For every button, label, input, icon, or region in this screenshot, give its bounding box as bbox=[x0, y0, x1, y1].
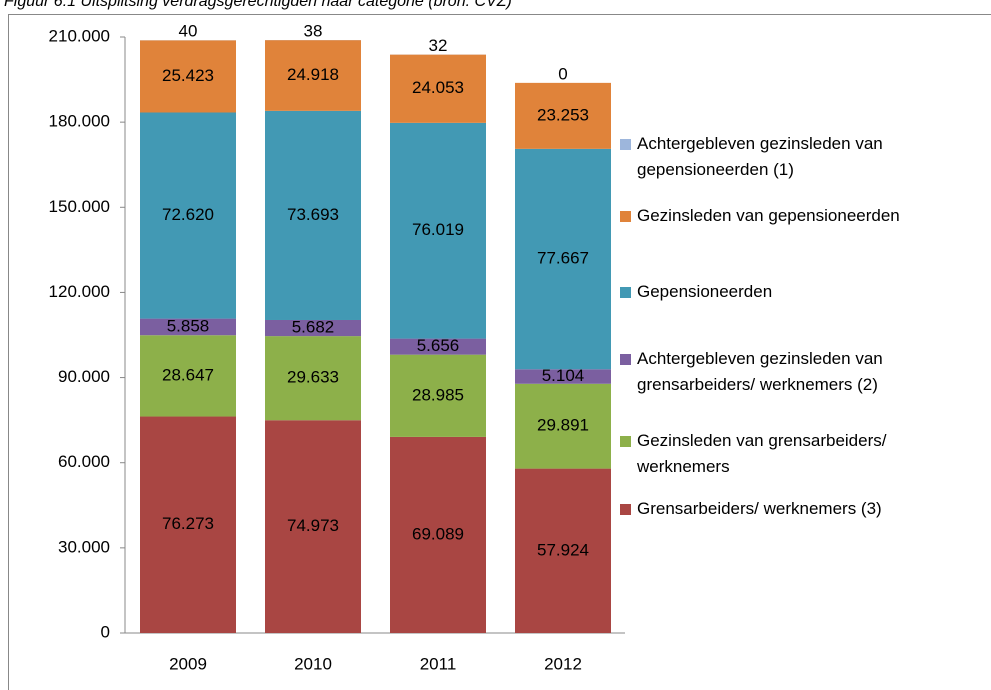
x-tick-label: 2011 bbox=[420, 654, 457, 673]
bar-segment bbox=[265, 336, 361, 421]
data-label: 5.858 bbox=[167, 316, 210, 335]
data-label: 24.918 bbox=[287, 65, 339, 84]
legend-label: Achtergebleven gezinsleden van grensarbe… bbox=[637, 349, 883, 394]
data-label: 32 bbox=[429, 36, 448, 55]
bar-segment bbox=[265, 40, 361, 111]
legend-label: Achtergebleven gezinsleden van gepension… bbox=[637, 134, 883, 179]
legend-label: Grensarbeiders/ werknemers (3) bbox=[637, 499, 882, 518]
legend-item: Gezinsleden van grensarbeiders/ werkneme… bbox=[620, 428, 980, 480]
legend-item: Achtergebleven gezinsleden van gepension… bbox=[620, 131, 980, 183]
legend-item: Gepensioneerden bbox=[620, 279, 980, 305]
data-label: 28.985 bbox=[412, 385, 464, 404]
y-tick-label: 180.000 bbox=[49, 112, 110, 131]
bar-segment bbox=[390, 354, 486, 437]
data-label: 77.667 bbox=[537, 249, 589, 268]
data-label: 29.633 bbox=[287, 368, 339, 387]
bar-segment bbox=[265, 420, 361, 633]
legend-swatch bbox=[620, 504, 631, 515]
x-tick-label: 2012 bbox=[544, 654, 582, 673]
data-label: 0 bbox=[558, 64, 567, 83]
bar-segment bbox=[140, 335, 236, 417]
bar-segment bbox=[140, 40, 236, 113]
chart-title: Figuur 6.1 Uitsplitsing verdragsgerechti… bbox=[4, 0, 512, 10]
bar-segment bbox=[515, 82, 611, 149]
legend-item: Grensarbeiders/ werknemers (3) bbox=[620, 496, 980, 522]
y-tick-label: 30.000 bbox=[58, 537, 110, 556]
data-label: 76.019 bbox=[412, 220, 464, 239]
data-label: 40 bbox=[179, 22, 198, 41]
y-tick-label: 120.000 bbox=[49, 282, 110, 301]
x-tick-label: 2010 bbox=[294, 654, 332, 673]
bar-segment bbox=[265, 110, 361, 320]
chart-border bbox=[8, 14, 991, 690]
legend-swatch bbox=[620, 287, 631, 298]
data-label: 23.253 bbox=[537, 105, 589, 124]
data-label: 57.924 bbox=[537, 540, 589, 559]
bar-segment bbox=[390, 122, 486, 339]
bar-segment bbox=[140, 318, 236, 336]
data-label: 38 bbox=[304, 22, 323, 41]
data-label: 25.423 bbox=[162, 66, 214, 85]
legend-label: Gepensioneerden bbox=[637, 282, 773, 301]
bar-segment bbox=[265, 319, 361, 337]
y-tick-label: 210.000 bbox=[49, 26, 110, 45]
bar-segment bbox=[515, 383, 611, 469]
data-label: 29.891 bbox=[537, 416, 589, 435]
legend-label: Gezinsleden van gepensioneerden bbox=[637, 206, 900, 225]
y-tick-label: 90.000 bbox=[58, 367, 110, 386]
legend-swatch bbox=[620, 436, 631, 447]
legend-item: Gezinsleden van gepensioneerden bbox=[620, 203, 980, 229]
bar-segment bbox=[390, 54, 486, 123]
x-tick-label: 2009 bbox=[169, 654, 207, 673]
legend-label: Gezinsleden van grensarbeiders/ werkneme… bbox=[637, 431, 887, 476]
y-tick-label: 150.000 bbox=[49, 197, 110, 216]
bar-segment bbox=[515, 468, 611, 633]
data-label: 24.053 bbox=[412, 78, 464, 97]
data-label: 73.693 bbox=[287, 205, 339, 224]
data-label: 69.089 bbox=[412, 524, 464, 543]
legend-swatch bbox=[620, 211, 631, 222]
legend-swatch bbox=[620, 139, 631, 150]
bar-segment bbox=[390, 436, 486, 633]
data-label: 5.104 bbox=[542, 366, 585, 385]
legend-swatch bbox=[620, 354, 631, 365]
legend-item: Achtergebleven gezinsleden van grensarbe… bbox=[620, 346, 980, 398]
bar-segment bbox=[140, 112, 236, 319]
data-label: 28.647 bbox=[162, 365, 214, 384]
data-label: 72.620 bbox=[162, 205, 214, 224]
bar-segment bbox=[390, 338, 486, 355]
data-label: 74.973 bbox=[287, 516, 339, 535]
bar-segment bbox=[515, 148, 611, 370]
y-tick-label: 60.000 bbox=[58, 452, 110, 471]
data-label: 76.273 bbox=[162, 514, 214, 533]
bar-segment bbox=[515, 369, 611, 384]
y-tick-label: 0 bbox=[101, 622, 110, 641]
data-label: 5.682 bbox=[292, 318, 335, 337]
data-label: 5.656 bbox=[417, 336, 460, 355]
bar-segment bbox=[140, 416, 236, 633]
